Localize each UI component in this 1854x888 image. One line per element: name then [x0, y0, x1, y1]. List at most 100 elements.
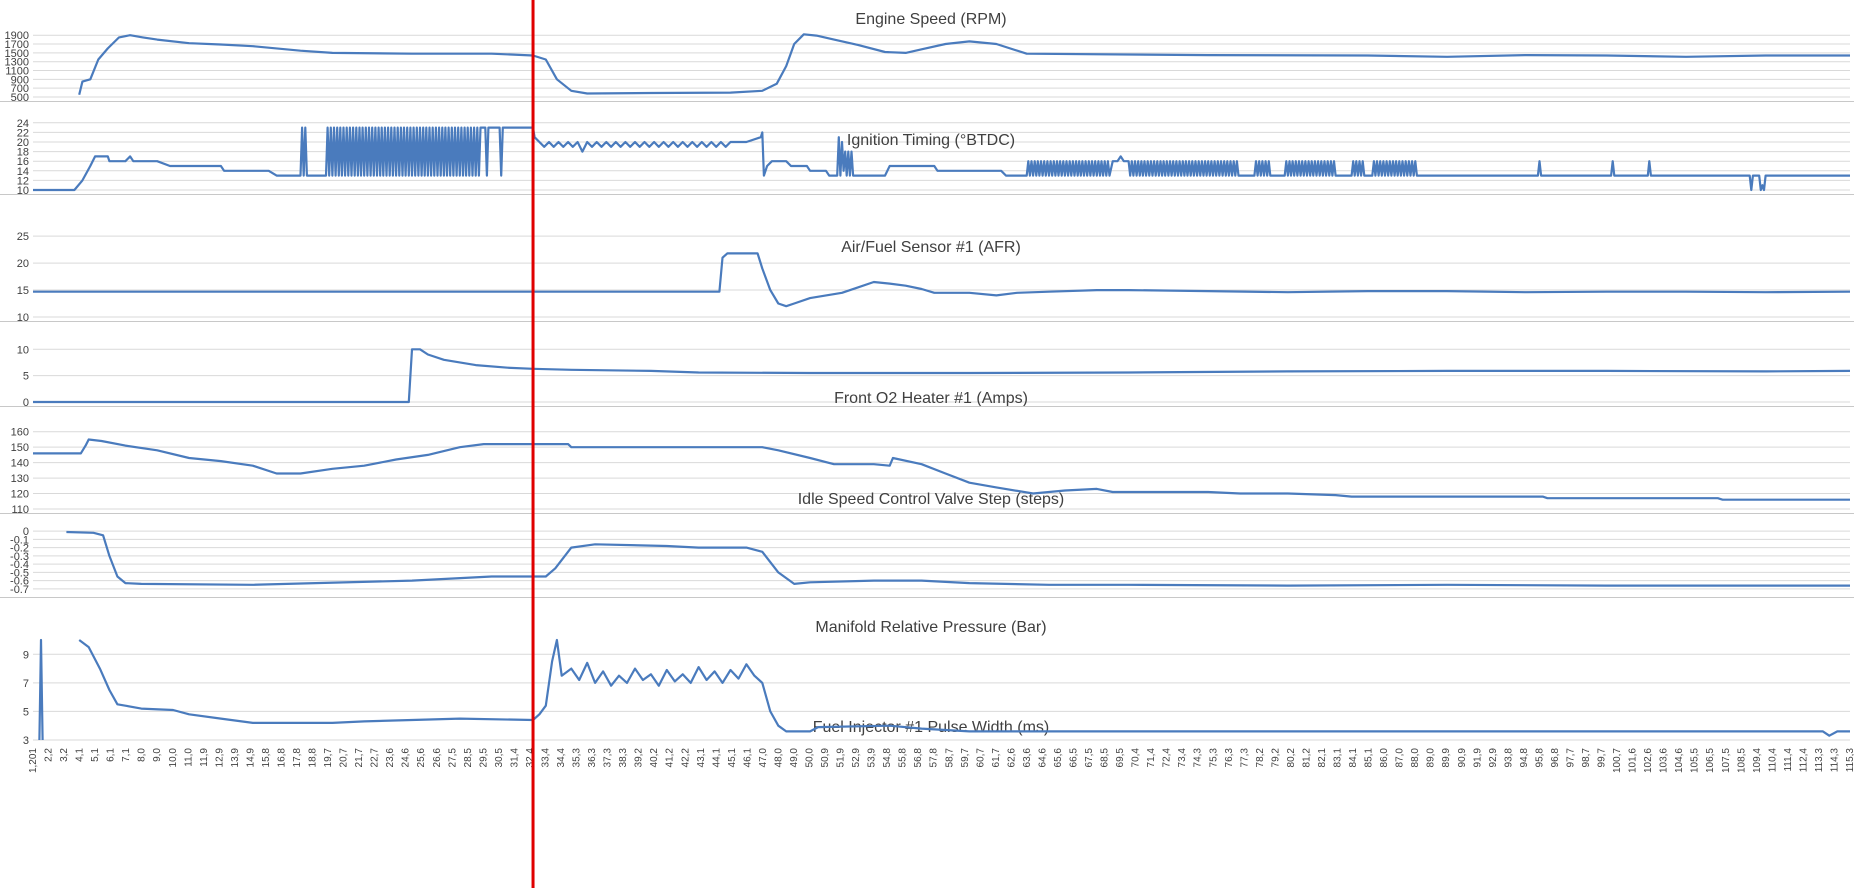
x-tick-label: 32,4 — [525, 748, 536, 768]
x-tick-label: 96,8 — [1550, 748, 1561, 768]
y-tick-label: 25 — [17, 231, 29, 243]
x-tick-label: 88,0 — [1410, 748, 1421, 768]
y-tick-label: 0 — [23, 397, 29, 409]
chart-title: Front O2 Heater #1 (Amps) — [834, 390, 1028, 407]
x-tick-label: 49,0 — [789, 748, 800, 768]
x-tick-label: 21,7 — [354, 748, 365, 768]
x-tick-label: 106,5 — [1705, 748, 1716, 773]
x-tick-label: 15,8 — [261, 748, 272, 768]
x-tick-label: 89,0 — [1426, 748, 1437, 768]
x-tick-label: 40,2 — [649, 748, 660, 768]
x-tick-label: 112,4 — [1798, 748, 1809, 773]
series-line — [33, 438, 1850, 501]
y-tick-label: 14 — [17, 166, 29, 178]
x-tick-label: 54,8 — [882, 748, 893, 768]
y-tick-label: 1500 — [5, 48, 29, 60]
series-line — [78, 638, 1850, 737]
x-tick-label: 72,4 — [1162, 748, 1173, 768]
y-tick-label: 160 — [11, 427, 29, 439]
x-tick-label: 75,3 — [1208, 748, 1219, 768]
y-tick-label: 1100 — [5, 66, 29, 78]
x-tick-label: 71,4 — [1146, 748, 1157, 768]
x-tick-label: 55,8 — [898, 748, 909, 768]
x-tick-label: 26,6 — [432, 748, 443, 768]
series-line — [78, 33, 1850, 96]
chart-panel-4: 0 5 10 Front O2 Heater #1 (Amps) — [0, 321, 1854, 409]
x-tick-label: 47,0 — [758, 748, 769, 768]
x-tick-label: 56,8 — [913, 748, 924, 768]
x-tick-label: 86,0 — [1379, 748, 1390, 768]
x-tick-label: 2,2 — [44, 748, 55, 762]
x-tick-label: 74,3 — [1193, 748, 1204, 768]
x-tick-label: 103,6 — [1659, 748, 1670, 773]
x-tick-label: 23,6 — [385, 748, 396, 768]
x-tick-label: 115,3 — [1845, 748, 1854, 773]
x-tick-label: 68,5 — [1100, 748, 1111, 768]
x-tick-label: 84,1 — [1348, 748, 1359, 768]
x-tick-label: 62,6 — [1006, 748, 1017, 768]
x-tick-label: 70,4 — [1131, 748, 1142, 768]
x-tick-label: 114,3 — [1830, 748, 1841, 773]
y-tick-label: 18 — [17, 147, 29, 159]
y-tick-label: -0.3 — [10, 551, 29, 563]
y-tick-label: 1900 — [5, 30, 29, 42]
x-tick-label: 109,4 — [1752, 748, 1763, 773]
x-tick-label: 104,6 — [1674, 748, 1685, 773]
x-tick-label: 60,7 — [975, 748, 986, 768]
x-tick-label: 22,7 — [370, 748, 381, 768]
x-tick-label: 57,8 — [929, 748, 940, 768]
x-tick-label: 66,5 — [1069, 748, 1080, 768]
y-tick-label: -0.7 — [10, 584, 29, 596]
series-line — [33, 348, 1851, 404]
x-tick-label: 35,3 — [572, 748, 583, 768]
x-tick-label: 59,7 — [960, 748, 971, 768]
y-tick-label: -0.5 — [10, 567, 29, 579]
x-tick-label: 107,5 — [1721, 748, 1732, 773]
x-tick-label: 16,8 — [277, 748, 288, 768]
y-tick-label: 9 — [23, 649, 29, 661]
chart-panel-5: 110 120 130 140 150 160 Idle Speed Control Val… — [0, 406, 1854, 516]
x-tick-label: 64,6 — [1037, 748, 1048, 768]
y-tick-label: 10 — [17, 344, 29, 356]
x-tick-label: 67,5 — [1084, 748, 1095, 768]
x-tick-label: 17,8 — [292, 748, 303, 768]
x-tick-label: 30,5 — [494, 748, 505, 768]
x-tick-label: 11,0 — [183, 748, 194, 767]
y-tick-label: -0.4 — [10, 559, 29, 571]
y-tick-label: 20 — [17, 137, 29, 149]
y-tick-label: 3 — [23, 735, 29, 747]
y-tick-label: 7 — [23, 678, 29, 690]
x-tick-label: 6,1 — [106, 748, 117, 762]
x-tick-label: 77,3 — [1239, 748, 1250, 768]
x-tick-label: 11,9 — [199, 748, 210, 767]
y-tick-label: 700 — [11, 83, 29, 95]
y-tick-label: 12 — [17, 175, 29, 187]
y-tick-label: 150 — [11, 442, 29, 454]
x-tick-label: 37,3 — [603, 748, 614, 768]
x-tick-label: 39,2 — [634, 748, 645, 768]
x-tick-label: 85,1 — [1364, 748, 1375, 768]
x-tick-label: 79,2 — [1270, 748, 1281, 768]
y-tick-label: 110 — [11, 504, 29, 516]
x-tick-label: 95,8 — [1534, 748, 1545, 768]
x-tick-label: 44,1 — [711, 748, 722, 768]
x-tick-label: 14,9 — [245, 748, 256, 768]
x-tick-label: 18,8 — [308, 748, 319, 768]
y-tick-label: -0.6 — [10, 576, 29, 588]
x-tick-label: 50,0 — [805, 748, 816, 768]
series-line — [66, 530, 1850, 587]
x-tick-label: 83,1 — [1333, 748, 1344, 768]
x-tick-label: 94,8 — [1519, 748, 1530, 768]
x-tick-label: 36,3 — [587, 748, 598, 768]
x-tick-label: 99,7 — [1597, 748, 1608, 768]
x-tick-label: 50,9 — [820, 748, 831, 768]
x-tick-label: 80,2 — [1286, 748, 1297, 768]
x-tick-label: 97,7 — [1566, 748, 1577, 768]
y-tick-label: -0.1 — [10, 534, 29, 546]
x-tick-label: 61,7 — [991, 748, 1002, 768]
y-tick-label: 15 — [17, 285, 29, 297]
y-tick-label: 1700 — [5, 39, 29, 51]
x-tick-label: 100,7 — [1612, 748, 1623, 773]
